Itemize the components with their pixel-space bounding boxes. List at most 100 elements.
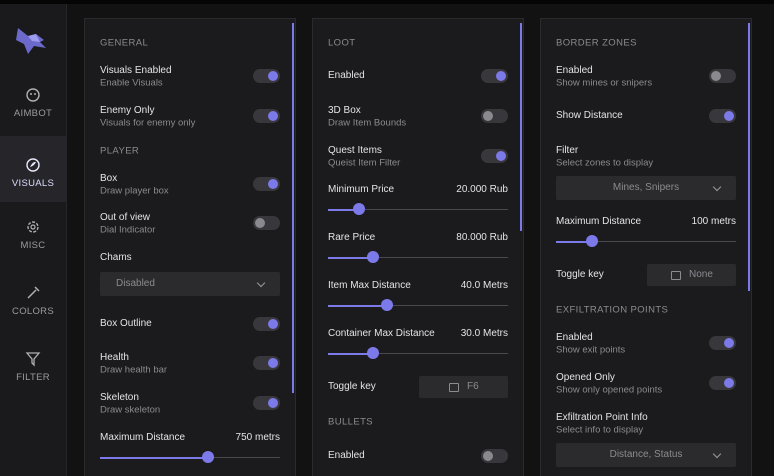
sidebar-item[interactable]: AIMBOT <box>0 70 66 136</box>
key-box[interactable]: F6 <box>419 376 508 398</box>
toggle[interactable] <box>253 317 280 331</box>
key-box[interactable]: None <box>647 264 736 286</box>
sidebar-label: FILTER <box>16 372 50 383</box>
toggle[interactable] <box>253 356 280 370</box>
setting-label: Out of view <box>100 212 151 223</box>
dropdown-value: Distance, Status <box>609 449 683 460</box>
slider-value: 100 metrs <box>691 216 736 227</box>
slider-knob[interactable] <box>586 235 598 247</box>
toggle-knob <box>268 358 278 368</box>
dropdown-chevron <box>256 278 266 288</box>
dropdown[interactable]: Distance, Status <box>556 443 736 467</box>
toggle-knob <box>268 179 278 189</box>
toggle-knob <box>268 71 278 81</box>
sidebar-label: MISC <box>20 240 46 251</box>
sidebar-icon <box>26 158 40 172</box>
sidebar-icon <box>27 221 39 233</box>
slider-knob[interactable] <box>352 203 365 215</box>
toggle-knob <box>483 451 493 461</box>
key-icon <box>449 383 459 392</box>
toggle-knob <box>711 71 721 81</box>
toggle[interactable] <box>253 177 280 191</box>
setting-hint: Dial Indicator <box>100 224 156 236</box>
slider-track <box>556 241 736 242</box>
sidebar-icon <box>25 352 41 367</box>
settings-panel: BORDER ZONES Enabled Show mines or snipers… <box>540 18 752 476</box>
toggle-knob <box>724 111 734 121</box>
dropdown[interactable]: Disabled <box>100 272 280 296</box>
scrollbar <box>292 23 294 393</box>
section-title: BORDER ZONES <box>556 37 637 49</box>
dropdown-chevron <box>712 182 722 192</box>
settings-panel: LOOT Enabled 3D Box Draw Item Bounds Quest I… <box>312 18 524 476</box>
setting-label: Box Outline <box>100 318 152 329</box>
slider-knob[interactable] <box>367 251 379 263</box>
toggle-knob <box>268 111 278 121</box>
sidebar-item[interactable]: FILTER <box>0 334 66 400</box>
setting-label: Container Max Distance <box>328 328 435 339</box>
slider-track <box>328 353 508 354</box>
key-value: F6 <box>467 381 479 392</box>
toggle[interactable] <box>481 69 508 83</box>
sidebar-label: VISUALS <box>11 178 55 189</box>
dropdown[interactable]: Mines, Snipers <box>556 176 736 200</box>
setting-hint: Draw Item Bounds <box>328 117 407 129</box>
top-edge <box>0 0 774 4</box>
toggle[interactable] <box>253 109 280 123</box>
dropdown-value: Disabled <box>116 278 155 289</box>
toggle[interactable] <box>253 216 280 230</box>
toggle-knob <box>483 111 493 121</box>
setting-label: Quest Items <box>328 145 382 156</box>
setting-label: Health <box>100 352 129 363</box>
logo <box>16 28 46 54</box>
setting-label: Maximum Distance <box>100 432 186 443</box>
setting-label: Rare Price <box>328 232 376 243</box>
sidebar-item[interactable]: MISC <box>0 202 66 268</box>
setting-hint: Draw skeleton <box>100 404 161 416</box>
slider-knob[interactable] <box>381 299 394 311</box>
toggle[interactable] <box>709 109 736 123</box>
setting-label: Show Distance <box>556 110 623 121</box>
setting-label: Toggle key <box>556 269 604 280</box>
sidebar-label: COLORS <box>12 306 54 317</box>
setting-hint: Show exit points <box>556 344 626 356</box>
sidebar-item[interactable]: VISUALS <box>0 136 66 202</box>
sidebar-item[interactable]: COLORS <box>0 268 66 334</box>
key-icon <box>671 271 681 280</box>
section-title: GENERAL <box>100 37 149 49</box>
slider-track <box>328 209 508 210</box>
setting-hint: Select info to display <box>556 424 644 436</box>
sidebar-label: AIMBOT <box>13 108 53 119</box>
setting-label: Enabled <box>556 65 593 76</box>
slider-knob[interactable] <box>367 347 379 359</box>
toggle[interactable] <box>253 396 280 410</box>
setting-label: Visuals Enabled <box>100 65 172 76</box>
setting-label: Item Max Distance <box>328 280 411 291</box>
setting-hint: Show mines or snipers <box>556 77 653 89</box>
dropdown-value: Mines, Snipers <box>612 182 680 193</box>
toggle[interactable] <box>709 376 736 390</box>
toggle[interactable] <box>481 149 508 163</box>
toggle-knob <box>268 319 278 329</box>
toggle[interactable] <box>481 449 508 463</box>
slider-value: 750 metrs <box>235 432 280 443</box>
toggle[interactable] <box>709 336 736 350</box>
toggle[interactable] <box>709 69 736 83</box>
slider-knob[interactable] <box>202 451 214 463</box>
setting-hint: Show only opened points <box>556 384 663 396</box>
setting-label: 3D Box <box>328 105 361 116</box>
scrollbar <box>748 23 750 291</box>
setting-label: Enabled <box>328 70 365 81</box>
sidebar-icon <box>27 286 40 299</box>
slider-fill <box>328 208 359 211</box>
toggle[interactable] <box>481 109 508 123</box>
slider-fill <box>328 352 373 355</box>
toggle[interactable] <box>253 69 280 83</box>
slider-fill <box>100 456 208 459</box>
toggle-knob <box>255 218 265 228</box>
toggle-knob <box>724 338 734 348</box>
section-title: BULLETS <box>328 416 374 428</box>
setting-label: Toggle key <box>328 381 376 392</box>
setting-hint: Queist Item Filter <box>328 157 401 169</box>
